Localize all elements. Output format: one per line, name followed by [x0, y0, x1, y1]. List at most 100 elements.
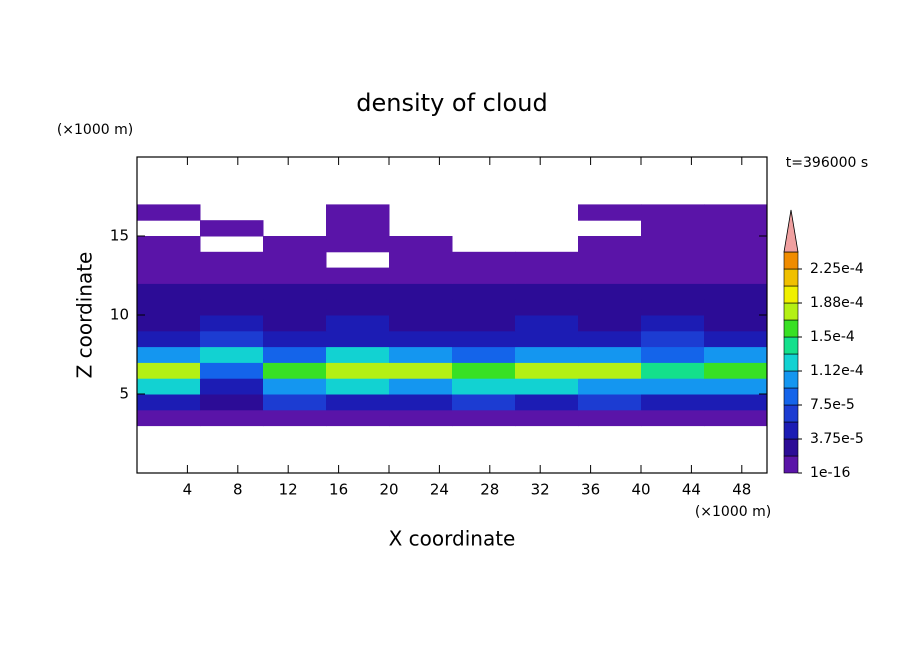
colorbar-tick-label: 3.75e-5 [810, 431, 864, 447]
cell [515, 394, 579, 411]
cell [137, 362, 201, 379]
colorbar-tick-label: 1.5e-4 [810, 329, 855, 345]
cell [263, 236, 327, 253]
cell [200, 267, 264, 284]
cell [389, 409, 453, 427]
cell [641, 346, 705, 363]
cell [326, 267, 390, 284]
x-tick-label: 44 [682, 481, 701, 499]
y-tick-label: 5 [119, 385, 129, 403]
cell [326, 394, 390, 411]
colorbar-tick-label: 7.5e-5 [810, 397, 855, 413]
cell [641, 394, 705, 411]
cell [137, 394, 201, 411]
cell [704, 236, 768, 253]
colorbar-band [783, 387, 799, 406]
cell [263, 346, 327, 363]
cell [452, 362, 516, 379]
cell [200, 315, 264, 332]
cell [200, 394, 264, 411]
cell [263, 394, 327, 411]
time-label: t=396000 s [786, 155, 868, 171]
cell [326, 283, 390, 300]
cell [578, 251, 642, 269]
cell [263, 251, 327, 269]
cell [326, 362, 390, 379]
cell [137, 283, 201, 300]
cell [263, 330, 327, 348]
cell [326, 346, 390, 363]
y-tick-label: 10 [110, 306, 129, 324]
colorbar-band [783, 438, 799, 457]
cell [263, 283, 327, 300]
cell [515, 283, 579, 300]
cell [641, 236, 705, 253]
cell [704, 394, 768, 411]
cell [200, 330, 264, 348]
cell [389, 330, 453, 348]
cell [641, 362, 705, 379]
chart-title: density of cloud [356, 89, 547, 117]
cell [641, 204, 705, 221]
cell [452, 378, 516, 395]
colorbar-band [783, 251, 799, 270]
colorbar-tick-label: 1.12e-4 [810, 363, 864, 379]
cell [641, 220, 705, 237]
y-unit: (×1000 m) [57, 122, 133, 138]
cell [578, 346, 642, 363]
cell [515, 346, 579, 363]
cell [704, 299, 768, 316]
cell [704, 283, 768, 300]
cell [704, 362, 768, 379]
colorbar-band [783, 336, 799, 355]
cell [326, 299, 390, 316]
cell [326, 315, 390, 332]
cell [704, 267, 768, 284]
cell [578, 330, 642, 348]
x-unit: (×1000 m) [695, 504, 771, 520]
cell [389, 346, 453, 363]
colorbar-band [783, 302, 799, 321]
cell [137, 267, 201, 284]
colorbar-tick-label: 1.88e-4 [810, 295, 864, 311]
cell [704, 378, 768, 395]
cell [452, 346, 516, 363]
y-axis-title: Z coordinate [73, 252, 97, 379]
cell [452, 299, 516, 316]
cell [452, 409, 516, 427]
cell [578, 378, 642, 395]
cell [578, 409, 642, 427]
cell [641, 267, 705, 284]
x-tick-label: 20 [379, 481, 398, 499]
cell [200, 220, 264, 237]
cell [515, 315, 579, 332]
x-tick-label: 36 [581, 481, 600, 499]
cell [704, 204, 768, 221]
cell [704, 409, 768, 427]
cell [704, 315, 768, 332]
cell [263, 409, 327, 427]
cell [137, 315, 201, 332]
cell [515, 251, 579, 269]
cell [578, 283, 642, 300]
x-tick-label: 4 [183, 481, 193, 499]
cell [515, 409, 579, 427]
cell [389, 378, 453, 395]
x-tick-label: 28 [480, 481, 499, 499]
cell [326, 330, 390, 348]
cell [704, 330, 768, 348]
cell [389, 362, 453, 379]
cell [641, 283, 705, 300]
cell [326, 204, 390, 221]
cell [641, 330, 705, 348]
colorbar-band [783, 421, 799, 440]
cell [200, 251, 264, 269]
cell [263, 315, 327, 332]
cell [389, 236, 453, 253]
cell [452, 267, 516, 284]
cell [137, 204, 201, 221]
cell [389, 267, 453, 284]
colorbar-band [783, 285, 799, 304]
cell [704, 220, 768, 237]
cell [578, 299, 642, 316]
